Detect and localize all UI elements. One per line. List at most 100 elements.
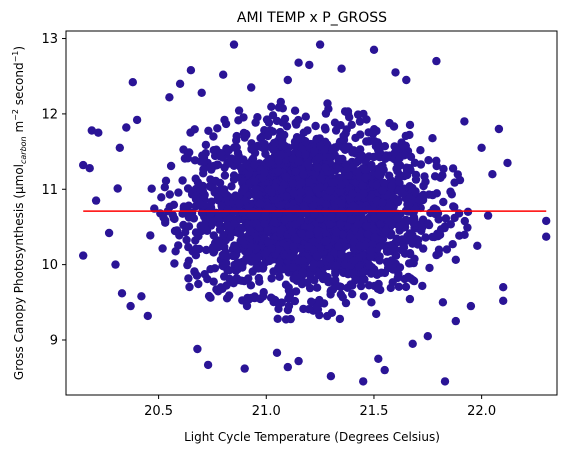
scatter-point [146, 231, 155, 240]
scatter-point [267, 244, 276, 253]
scatter-point [372, 180, 381, 190]
scatter-point [274, 156, 283, 165]
scatter-point [179, 220, 188, 230]
x-tick-label: 21.5 [359, 404, 388, 419]
scatter-point [230, 241, 239, 250]
scatter-point [117, 289, 127, 298]
scatter-point [115, 143, 125, 152]
scatter-point [206, 265, 215, 274]
scatter-point [191, 174, 200, 183]
scatter-point [320, 145, 329, 154]
scatter-point [289, 189, 298, 198]
scatter-point [172, 226, 182, 235]
scatter-point [184, 242, 193, 252]
scatter-point [313, 302, 322, 311]
scatter-point [434, 215, 443, 224]
scatter-point [344, 171, 353, 180]
scatter-point [349, 256, 359, 265]
scatter-point [448, 240, 457, 249]
scatter-point [296, 188, 305, 197]
scatter-point [367, 269, 376, 278]
scatter-point [309, 260, 319, 269]
scatter-point [460, 117, 469, 126]
scatter-point [228, 251, 238, 261]
scatter-point [259, 288, 268, 297]
scatter-point [441, 214, 451, 223]
scatter-point [223, 220, 232, 230]
scatter-point [191, 251, 201, 260]
scatter-point [391, 68, 400, 77]
scatter-point [229, 40, 239, 49]
scatter-point [288, 263, 298, 272]
scatter-point [337, 250, 346, 259]
scatter-point [421, 177, 430, 186]
scatter-point [494, 124, 504, 134]
scatter-point [209, 277, 218, 286]
scatter-point [283, 362, 292, 372]
scatter-point [263, 226, 272, 235]
scatter-point [175, 79, 185, 89]
scatter-point [247, 83, 256, 92]
scatter-point [314, 153, 324, 162]
scatter-point [393, 214, 402, 223]
scatter-point [157, 193, 166, 202]
scatter-point [402, 75, 411, 85]
scatter-point [185, 148, 194, 157]
scatter-point [291, 167, 300, 176]
scatter-point [339, 213, 348, 222]
scatter-point [345, 113, 354, 122]
scatter-point [341, 143, 350, 152]
scatter-point [285, 291, 295, 300]
scatter-point [143, 311, 152, 321]
scatter-point [367, 163, 376, 172]
chart-title: AMI TEMP x P_GROSS [237, 10, 387, 26]
scatter-point [281, 172, 291, 181]
x-axis-label: Light Cycle Temperature (Degrees Celsius… [184, 430, 440, 444]
scatter-point [392, 164, 401, 173]
scatter-point [214, 242, 223, 252]
scatter-point [183, 184, 193, 193]
scatter-point [246, 242, 256, 251]
scatter-point [369, 152, 378, 162]
scatter-point [270, 138, 279, 148]
scatter-point [147, 184, 156, 193]
scatter-point [213, 160, 223, 169]
scatter-point [312, 283, 322, 292]
scatter-point [483, 211, 493, 220]
scatter-point [220, 171, 230, 180]
scatter-point [335, 314, 345, 324]
scatter-point [126, 301, 135, 311]
scatter-point [274, 167, 283, 176]
scatter-point [310, 210, 319, 219]
scatter-point [216, 149, 226, 158]
scatter-point [178, 176, 187, 185]
scatter-point [220, 189, 230, 198]
scatter-point [425, 263, 434, 273]
scatter-point [209, 132, 218, 141]
scatter-point [326, 372, 336, 381]
scatter-point [432, 189, 441, 198]
scatter-point [206, 293, 215, 302]
scatter-point [260, 139, 269, 149]
scatter-point [186, 66, 196, 75]
scatter-point [336, 219, 345, 229]
scatter-point [432, 250, 441, 260]
scatter-point [85, 164, 94, 173]
scatter-point [261, 149, 270, 159]
scatter-point [189, 214, 199, 223]
scatter-point [280, 114, 290, 124]
scatter-point [170, 259, 179, 268]
scatter-point [542, 232, 551, 241]
scatter-point [251, 118, 260, 127]
scatter-point [281, 280, 291, 289]
scatter-point [197, 88, 206, 98]
scatter-point [229, 175, 239, 184]
scatter-point [334, 155, 343, 165]
scatter-point [214, 236, 223, 245]
scatter-point [366, 252, 375, 261]
scatter-point [230, 219, 239, 228]
scatter-point [359, 292, 368, 301]
scatter-point [282, 192, 291, 201]
scatter-point [296, 134, 305, 143]
scatter-point [222, 294, 232, 303]
